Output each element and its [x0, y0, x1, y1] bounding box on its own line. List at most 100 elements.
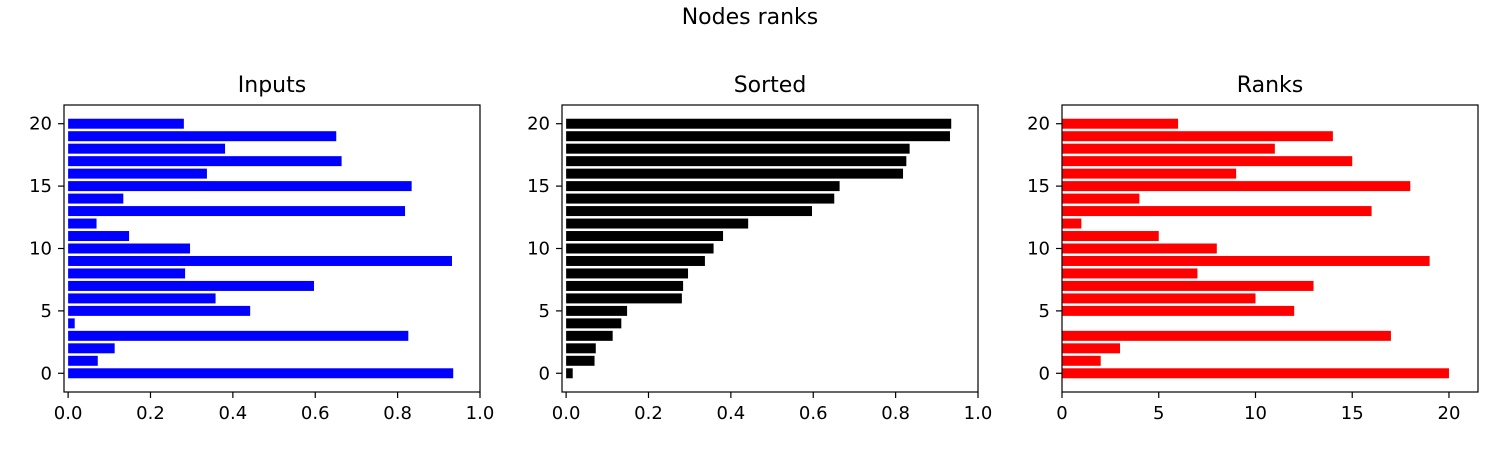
- x-tick-label: 0: [1056, 403, 1067, 424]
- bar: [566, 181, 840, 192]
- bar: [1062, 168, 1237, 179]
- x-tick-label: 1.0: [466, 403, 495, 424]
- panel-title: Inputs: [238, 73, 306, 98]
- bar: [1062, 293, 1256, 304]
- panel-title: Ranks: [1237, 73, 1303, 98]
- x-tick-label: 0.6: [799, 403, 828, 424]
- bar: [1062, 156, 1353, 167]
- bar: [68, 181, 412, 192]
- y-tick-label: 0: [1039, 363, 1050, 384]
- panel-title: Sorted: [734, 73, 807, 98]
- bar: [566, 168, 904, 179]
- bar: [1062, 243, 1217, 254]
- y-tick-label: 5: [1039, 301, 1050, 322]
- bar: [566, 231, 724, 242]
- bar: [566, 218, 749, 229]
- chart-panel-2: 0 5 10 15 20 0 5 10 15 20 Ranks: [1027, 73, 1479, 424]
- bar: [68, 368, 454, 379]
- bar: [68, 343, 115, 354]
- y-tick-label: 20: [527, 114, 550, 135]
- bar: [566, 280, 684, 291]
- bar: [566, 268, 689, 279]
- bar: [566, 156, 907, 167]
- x-tick-label: 0.8: [383, 403, 412, 424]
- bar: [68, 255, 452, 266]
- bar: [566, 143, 910, 154]
- bar: [1062, 255, 1430, 266]
- bar: [68, 318, 75, 329]
- bar: [1062, 118, 1179, 129]
- bar: [1062, 330, 1391, 341]
- bar: [566, 368, 573, 379]
- x-tick-label: 5: [1153, 403, 1164, 424]
- y-tick-label: 10: [1027, 239, 1050, 260]
- bar: [566, 118, 952, 129]
- bar: [68, 293, 216, 304]
- bar: [1062, 268, 1198, 279]
- bar: [1062, 131, 1333, 142]
- x-tick-label: 0.0: [552, 403, 581, 424]
- x-tick-label: 0.2: [136, 403, 165, 424]
- bar: [68, 206, 406, 217]
- bar: [68, 280, 315, 291]
- bar: [68, 168, 207, 179]
- bar: [68, 268, 186, 279]
- y-tick-label: 10: [527, 239, 550, 260]
- bar: [566, 206, 813, 217]
- x-tick-label: 1.0: [964, 403, 993, 424]
- bar: [1062, 368, 1449, 379]
- bar: [1062, 218, 1082, 229]
- figure-title: Nodes ranks: [681, 5, 819, 30]
- chart-panel-1: 0.0 0.2 0.4 0.6 0.8 1.0 0 5 10 15 20 Sorted: [527, 73, 992, 424]
- bar: [566, 330, 613, 341]
- y-tick-label: 0: [539, 363, 550, 384]
- bar: [566, 318, 622, 329]
- bar: [1062, 305, 1295, 316]
- bar: [68, 156, 342, 167]
- bar: [68, 143, 226, 154]
- x-tick-label: 0.4: [219, 403, 248, 424]
- x-tick-label: 0.2: [634, 403, 663, 424]
- bar: [566, 293, 682, 304]
- x-tick-label: 0.4: [717, 403, 746, 424]
- bar: [68, 193, 124, 204]
- x-tick-label: 0.0: [54, 403, 83, 424]
- y-tick-label: 0: [41, 363, 52, 384]
- y-tick-label: 15: [1027, 176, 1050, 197]
- y-tick-label: 5: [41, 301, 52, 322]
- bar: [566, 255, 705, 266]
- bar: [68, 355, 98, 366]
- bar: [68, 131, 337, 142]
- y-tick-label: 10: [29, 239, 52, 260]
- x-tick-label: 0.6: [301, 403, 330, 424]
- bar: [566, 343, 596, 354]
- bar: [1062, 193, 1140, 204]
- x-tick-label: 10: [1244, 403, 1267, 424]
- y-tick-label: 20: [1027, 114, 1050, 135]
- x-tick-label: 20: [1438, 403, 1461, 424]
- bar: [1062, 181, 1411, 192]
- bar: [566, 131, 950, 142]
- x-tick-label: 15: [1341, 403, 1364, 424]
- x-tick-label: 0.8: [881, 403, 910, 424]
- y-tick-label: 20: [29, 114, 52, 135]
- y-tick-label: 15: [29, 176, 52, 197]
- bar: [566, 305, 628, 316]
- bar: [1062, 343, 1121, 354]
- bar: [68, 118, 184, 129]
- bar: [1062, 280, 1314, 291]
- bar: [1062, 206, 1372, 217]
- bar: [68, 218, 97, 229]
- bar: [566, 193, 835, 204]
- chart-panel-0: 0.0 0.2 0.4 0.6 0.8 1.0 0 5 10 15 20 Inputs: [29, 73, 494, 424]
- y-tick-label: 5: [539, 301, 550, 322]
- bar: [68, 305, 251, 316]
- bar: [1062, 231, 1159, 242]
- bar: [566, 355, 595, 366]
- bar: [68, 243, 191, 254]
- bar: [68, 231, 130, 242]
- bar: [68, 330, 409, 341]
- y-tick-label: 15: [527, 176, 550, 197]
- bar: [566, 243, 714, 254]
